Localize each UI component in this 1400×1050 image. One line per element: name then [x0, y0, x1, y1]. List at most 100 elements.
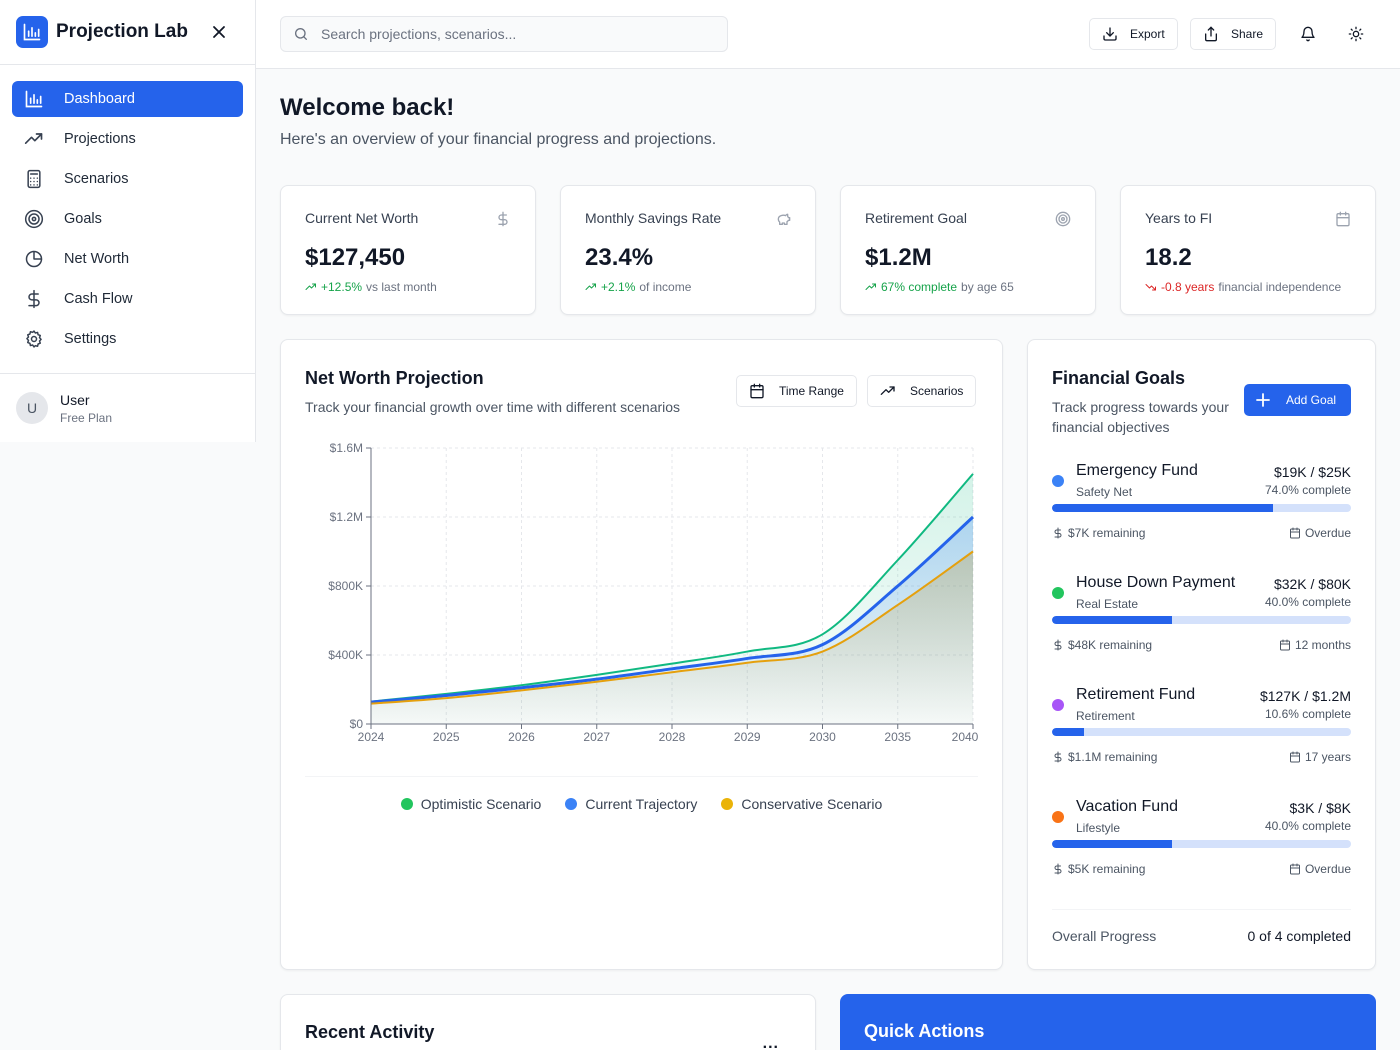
- quick-actions-card: Quick Actions: [840, 994, 1376, 1050]
- search-icon: [295, 28, 307, 40]
- sun-icon: [1348, 26, 1364, 42]
- series-current-line: [370, 515, 975, 704]
- dollar-icon: [24, 289, 44, 309]
- stat-note: vs last month: [366, 280, 437, 294]
- sidebar-item-goals[interactable]: Goals: [12, 201, 243, 237]
- stat-label: Monthly Savings Rate: [585, 210, 722, 226]
- goal-timeline: Overdue: [1304, 862, 1351, 876]
- sidebar: Projection Lab Dashboard Projections Sce…: [0, 0, 256, 442]
- stat-note: by age 65: [961, 280, 1014, 294]
- add-goal-button[interactable]: Add Goal: [1244, 384, 1351, 416]
- search-input[interactable]: [321, 26, 701, 42]
- series-conservative-area: [371, 551, 973, 724]
- legend-label: Optimistic Scenario: [420, 796, 542, 812]
- legend-item-optimistic: Optimistic Scenario: [400, 796, 542, 812]
- sidebar-item-projections[interactable]: Projections: [12, 121, 243, 157]
- goal-percent: 10.6% complete: [1264, 707, 1351, 721]
- stat-label: Current Net Worth: [305, 210, 419, 226]
- goal-name: House Down Payment: [1076, 574, 1236, 591]
- y-tick-label: $800K: [328, 579, 363, 593]
- goal-category: Safety Net: [1076, 485, 1133, 499]
- goal-amount: $32K / $80K: [1273, 576, 1351, 592]
- goal-category: Real Estate: [1076, 597, 1139, 611]
- piggy-bank-icon: [775, 211, 791, 227]
- recent-activity-card: Recent Activity ...: [280, 994, 816, 1050]
- pie-chart-icon: [24, 249, 44, 269]
- goal-progress-bar: [1052, 616, 1351, 624]
- sidebar-item-dashboard[interactable]: Dashboard: [12, 81, 243, 117]
- goal-item-vacation-fund[interactable]: Vacation Fund Lifestyle $3K / $8K 40.0% …: [1052, 795, 1351, 895]
- app-name: Projection Lab: [56, 21, 188, 42]
- goal-item-retirement-fund[interactable]: Retirement Fund Retirement $127K / $1.2M…: [1052, 683, 1351, 783]
- more-options-button[interactable]: ...: [762, 1035, 779, 1050]
- sidebar-item-net-worth[interactable]: Net Worth: [12, 241, 243, 277]
- sidebar-item-label: Dashboard: [64, 91, 135, 107]
- sidebar-item-label: Projections: [64, 131, 136, 147]
- share-button[interactable]: Share: [1190, 18, 1277, 50]
- projection-description: Track your financial growth over time wi…: [305, 399, 681, 415]
- sidebar-nav: Dashboard Projections Scenarios Goals Ne…: [0, 65, 255, 377]
- stat-label: Years to FI: [1145, 210, 1213, 226]
- goal-name: Vacation Fund: [1076, 798, 1178, 815]
- projection-title: Net Worth Projection: [305, 368, 484, 388]
- goals-title: Financial Goals: [1052, 368, 1186, 388]
- goal-color-dot: [1052, 699, 1064, 711]
- goal-amount: $19K / $25K: [1273, 464, 1351, 480]
- net-worth-chart: $0 $400K $800K $1.2M $1.6M 2024 2025 2026 2027 20…: [328, 441, 979, 744]
- y-tick-label: $400K: [328, 648, 363, 662]
- stat-change: 67% complete: [881, 280, 958, 294]
- share-label: Share: [1231, 27, 1264, 41]
- series-optimistic-line: [370, 473, 974, 703]
- goal-progress-fill: [1052, 840, 1172, 848]
- x-tick-label: 2030: [809, 730, 836, 744]
- goal-item-house-down-payment[interactable]: House Down Payment Real Estate $32K / $8…: [1052, 571, 1351, 671]
- export-label: Export: [1130, 27, 1165, 41]
- sidebar-item-label: Cash Flow: [64, 291, 133, 307]
- x-tick-label: 2026: [508, 730, 535, 744]
- export-button[interactable]: Export: [1089, 18, 1178, 50]
- calendar-icon: [1279, 639, 1291, 651]
- download-icon: [1102, 26, 1118, 42]
- target-icon: [24, 209, 44, 229]
- gear-icon: [24, 329, 44, 349]
- scenarios-button[interactable]: Scenarios: [867, 375, 977, 407]
- user-profile[interactable]: U User Free Plan: [0, 373, 255, 442]
- close-sidebar-button[interactable]: [207, 20, 231, 44]
- dollar-icon: [495, 211, 511, 227]
- time-range-button[interactable]: Time Range: [736, 375, 857, 407]
- scenarios-label: Scenarios: [910, 384, 964, 398]
- goal-progress-bar: [1052, 840, 1351, 848]
- x-tick-label: 2040: [952, 730, 979, 744]
- goal-remaining: $7K remaining: [1068, 526, 1146, 540]
- goal-percent: 74.0% complete: [1264, 483, 1351, 497]
- goal-progress-fill: [1052, 616, 1172, 624]
- legend-swatch: [565, 798, 578, 810]
- dollar-icon: [1052, 639, 1064, 651]
- sidebar-item-label: Settings: [64, 331, 117, 347]
- overall-progress-label: Overall Progress: [1052, 928, 1157, 944]
- goal-progress-bar: [1052, 728, 1351, 736]
- calculator-icon: [24, 169, 44, 189]
- goal-category: Retirement: [1076, 709, 1135, 723]
- goal-progress-fill: [1052, 728, 1084, 736]
- brand: Projection Lab: [0, 0, 255, 65]
- notifications-button[interactable]: [1296, 22, 1320, 46]
- goal-item-emergency-fund[interactable]: Emergency Fund Safety Net $19K / $25K 74…: [1052, 459, 1351, 559]
- legend-item-conservative: Conservative Scenario: [721, 796, 882, 812]
- add-goal-label: Add Goal: [1286, 393, 1337, 407]
- theme-toggle-button[interactable]: [1344, 22, 1368, 46]
- stat-change: +2.1%: [601, 280, 636, 294]
- stat-note: financial independence: [1218, 280, 1342, 294]
- bell-icon: [1301, 26, 1315, 42]
- top-header: Export Share: [256, 0, 1400, 69]
- stat-label: Retirement Goal: [865, 210, 967, 226]
- sidebar-item-settings[interactable]: Settings: [12, 321, 243, 357]
- x-tick-label: 2024: [358, 730, 385, 744]
- goal-timeline: Overdue: [1304, 526, 1351, 540]
- share-icon: [1203, 26, 1219, 42]
- recent-activity-title: Recent Activity: [305, 1022, 435, 1042]
- sidebar-item-cash-flow[interactable]: Cash Flow: [12, 281, 243, 317]
- sidebar-item-scenarios[interactable]: Scenarios: [12, 161, 243, 197]
- close-icon: [213, 26, 225, 38]
- y-tick-label: $0: [350, 717, 364, 731]
